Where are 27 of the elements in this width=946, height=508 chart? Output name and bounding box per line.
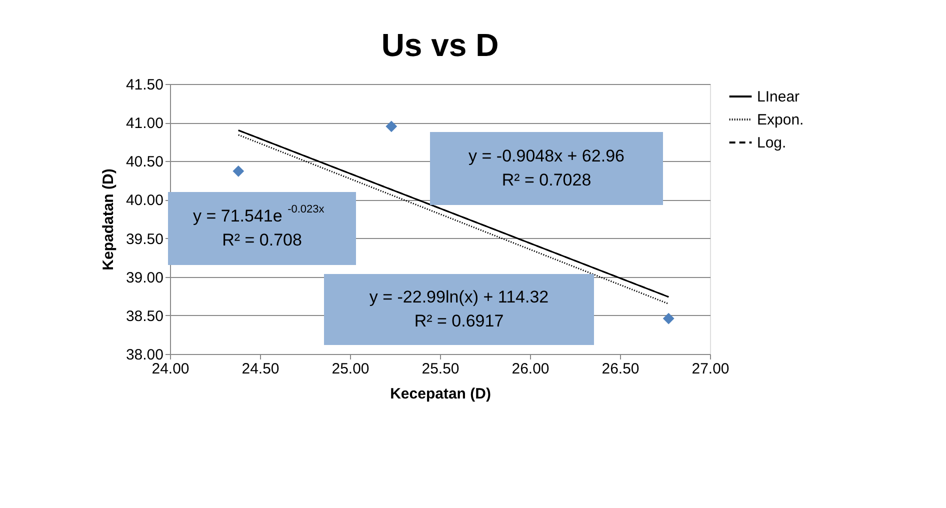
- point: [232, 165, 244, 177]
- y-tick-label: 41.00: [126, 115, 164, 132]
- x-tick-label: 24.00: [152, 360, 190, 378]
- y-axis-title: Kepadatan (D): [100, 168, 117, 270]
- chart-title: Us vs D: [381, 27, 499, 63]
- annotation: y = -0.9048x + 62.96 R² = 0.7028: [468, 146, 624, 190]
- legend-label: Expon.: [757, 112, 804, 128]
- y-tick-label: 39.50: [126, 230, 164, 248]
- x-tick-label: 26.50: [602, 360, 640, 378]
- text: y = 71.541e-0.023x R² = 0.708: [193, 204, 324, 250]
- point: [386, 120, 398, 132]
- y-tick-label: 40.00: [126, 192, 164, 210]
- y-tick-label: 39.00: [126, 269, 164, 286]
- point: [662, 312, 674, 324]
- y-tick-label: 40.50: [126, 154, 164, 171]
- x-tick-label: 24.50: [242, 360, 280, 378]
- y-tick-label: 41.50: [126, 76, 164, 94]
- y-tick-label: 38.00: [126, 346, 164, 364]
- y-tick-label: 38.50: [126, 308, 164, 325]
- legend-label: LInear: [757, 88, 800, 106]
- x-tick-label: 26.00: [512, 360, 550, 378]
- x-tick-label: 27.00: [692, 360, 730, 378]
- x-tick-label: 25.50: [422, 360, 460, 378]
- x-axis-title: Kecepatan (D): [390, 386, 491, 402]
- x-tick-label: 25.00: [332, 360, 370, 378]
- legend-label: Log.: [757, 134, 786, 152]
- annotation: y = -22.99ln(x) + 114.32 R² = 0.6917: [369, 288, 549, 330]
